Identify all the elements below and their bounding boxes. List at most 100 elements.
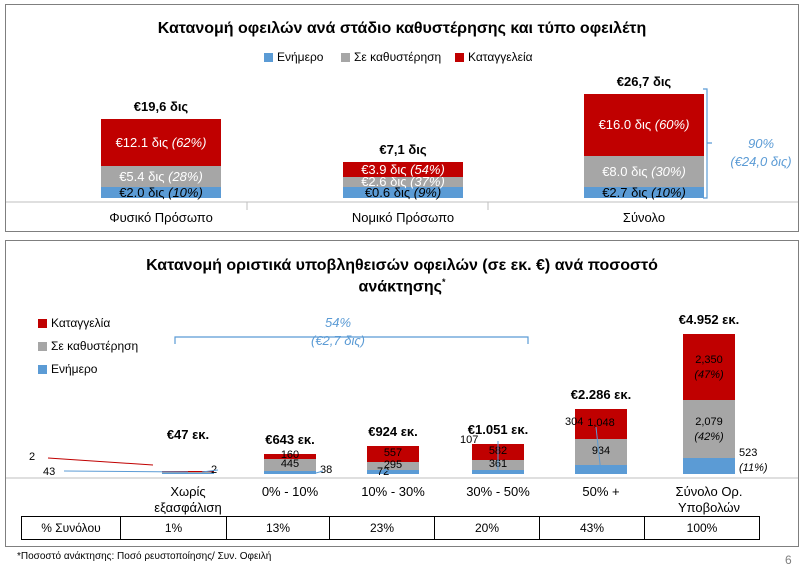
legend-label-terminated: Καταγγελεία: [468, 50, 533, 64]
bar-total-label: €1.051 εκ.: [467, 421, 529, 437]
category-label: Χωρίς εξασφάλιση: [133, 484, 243, 516]
share-table-header: % Συνόλου: [21, 516, 121, 540]
category-label-line: 50% +: [582, 484, 620, 499]
segment-value: 523: [739, 447, 758, 459]
bar-segment-current: [683, 458, 735, 474]
segment-value: €0.6 δις: [364, 184, 414, 200]
bar-segment-label: 304: [565, 416, 584, 428]
segment-value: €16.0 δις: [598, 117, 655, 132]
bar-segment-terminated: [343, 162, 463, 177]
bar-segment-label: 107: [460, 434, 479, 446]
bar-segment-label: 38: [320, 464, 333, 476]
category-label-line: 10% - 30%: [361, 484, 425, 499]
segment-value: €5.4 δις: [119, 168, 169, 184]
legend-label-current: Ενήμερο: [277, 50, 324, 64]
page-number: 6: [785, 553, 792, 567]
legend-label-current-2: Ενήμερο: [51, 362, 98, 376]
bar-total-label: €2.286 εκ.: [570, 387, 632, 403]
top-bracket-amount: (€24,0 δις): [730, 153, 792, 169]
bar-segment-label: 523 (11%): [739, 446, 768, 476]
legend-swatch-current: [264, 52, 273, 62]
segment-share: (9%): [413, 184, 442, 200]
bar-segment-overdue: [101, 166, 221, 187]
share-of-total-cell: 100%: [644, 516, 760, 540]
legend-swatch-current-2: [38, 364, 47, 374]
bar-segment-current: [264, 471, 316, 474]
bar-segment-label: €0.6 δις (9%): [343, 185, 463, 200]
category-label: 10% - 30%: [338, 484, 448, 500]
segment-share: (11%): [739, 462, 768, 474]
bar-segment-current: [584, 187, 704, 198]
category-label: Φυσικό Πρόσωπο: [109, 210, 213, 225]
segment-share: (10%): [651, 184, 686, 200]
bar-segment-label: 295: [383, 458, 403, 471]
segment-value: 2,350: [695, 353, 723, 366]
segment-share: (54%): [410, 161, 445, 177]
bar-segment-label: €3.9 δις (54%): [343, 162, 463, 177]
category-label: 0% - 10%: [235, 484, 345, 500]
bar-segment-overdue: [584, 156, 704, 187]
bar-segment-current: [575, 465, 627, 474]
category-label-line: Υποβολών: [677, 500, 741, 515]
bar-segment-label: 2: [211, 464, 218, 476]
bar-segment-current: [472, 470, 524, 474]
legend-label-terminated-2: Καταγγελία: [51, 316, 111, 330]
bar-total-label: €643 εκ.: [265, 432, 315, 447]
bar-segment-label: €5.4 δις (28%): [101, 169, 221, 184]
category-label: 50% +: [546, 484, 656, 500]
legend-item-terminated-2: Καταγγελία: [38, 316, 110, 330]
bar-segment-label: 2,350 (47%): [683, 353, 735, 383]
legend-item-terminated: Καταγγελεία: [455, 50, 533, 64]
bar-segment-terminated: [683, 333, 735, 400]
share-of-total-cell: 1%: [120, 516, 227, 540]
share-of-total-row: % Συνόλου 1% 13% 23% 20% 43% 100%: [21, 516, 760, 540]
bottom-chart-panel: Κατανομή οριστικά υποβληθεισών οφειλών (…: [5, 240, 799, 547]
bar-segment-label: €8.0 δις (30%): [584, 164, 704, 179]
legend-item-current: Ενήμερο: [264, 50, 323, 64]
segment-share: (28%): [168, 168, 203, 184]
bar-segment-label: 2,079 (42%): [683, 415, 735, 445]
bar-segment-overdue: [264, 458, 316, 471]
legend-swatch-terminated-2: [38, 318, 47, 328]
bottom-bracket-note: 54% (€2,7 δις): [288, 314, 388, 349]
category-label: 30% - 50%: [443, 484, 553, 500]
bar-segment-overdue: [343, 177, 463, 187]
share-of-total-cell: 23%: [329, 516, 435, 540]
bar-segment-overdue: [367, 461, 419, 470]
segment-value: €2.0 δις: [119, 184, 169, 200]
bar-segment-label: €2.6 δις (37%): [343, 174, 463, 189]
legend-item-overdue: Σε καθυστέρηση: [341, 50, 441, 64]
top-chart-title: Κατανομή οφειλών ανά στάδιο καθυστέρησης…: [157, 20, 647, 37]
bar-segment-label: 72: [377, 466, 390, 478]
bar-total-label: €924 εκ.: [368, 424, 418, 440]
bottom-bracket-amount: (€2,7 δις): [310, 332, 365, 348]
segment-value: €2.7 δις: [602, 184, 652, 200]
bar-segment-label: 43: [43, 466, 56, 478]
category-label-line: εξασφάλιση: [154, 500, 222, 515]
bottom-bracket-pct: 54%: [324, 315, 352, 330]
bar-total-label: €4.952 εκ.: [678, 311, 740, 327]
bottom-chart-title: Κατανομή οριστικά υποβληθεισών οφειλών (…: [6, 257, 798, 296]
segment-share: (30%): [651, 163, 686, 179]
segment-value: 2,079: [695, 415, 723, 428]
segment-value: €3.9 δις: [361, 161, 411, 177]
bar-segment-label: €2.7 δις (10%): [584, 185, 704, 200]
category-label: Σύνολο Ορ. Υποβολών: [654, 484, 764, 516]
top-chart-panel: Κατανομή οφειλών ανά στάδιο καθυστέρησης…: [5, 4, 799, 232]
bar-segment-label: 2: [29, 451, 36, 463]
bottom-title-line1: Κατανομή οριστικά υποβληθεισών οφειλών (…: [146, 257, 658, 274]
bar-total-label: €7,1 δις: [379, 142, 427, 157]
segment-share: (10%): [168, 184, 203, 200]
bar-segment-label: 582: [488, 444, 508, 457]
bar-segment-current: [343, 187, 463, 198]
bar-segment-terminated: [584, 94, 704, 156]
leader-line: [47, 457, 154, 466]
bar-segment-label: €16.0 δις (60%): [584, 117, 704, 132]
bar-segment-label: 445: [280, 457, 300, 470]
top-bracket-note: 90% (€24,0 δις): [728, 135, 794, 170]
segment-value: €12.1 δις: [115, 134, 172, 150]
bar-segment-terminated: [101, 119, 221, 166]
share-of-total-cell: 13%: [226, 516, 330, 540]
top-bracket: [703, 88, 712, 199]
bar-total-label: €19,6 δις: [133, 99, 189, 114]
